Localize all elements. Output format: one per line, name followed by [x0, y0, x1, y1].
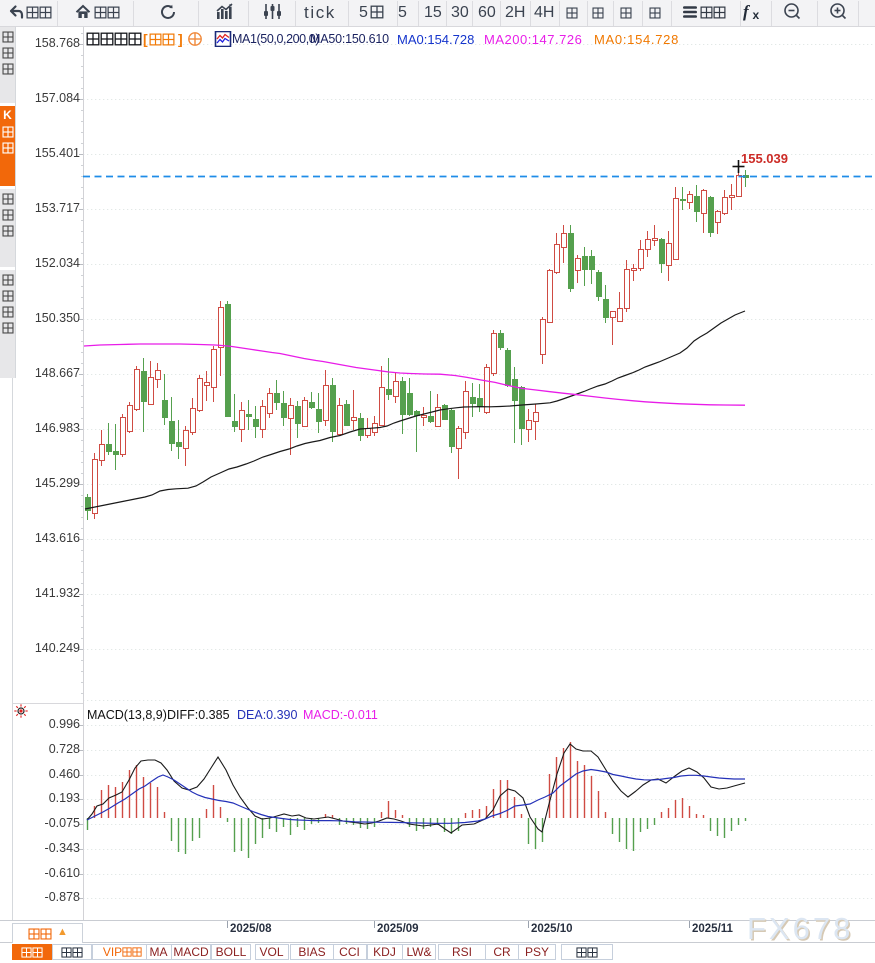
svg-text:x: x	[753, 8, 760, 22]
svg-text:f: f	[743, 3, 751, 21]
